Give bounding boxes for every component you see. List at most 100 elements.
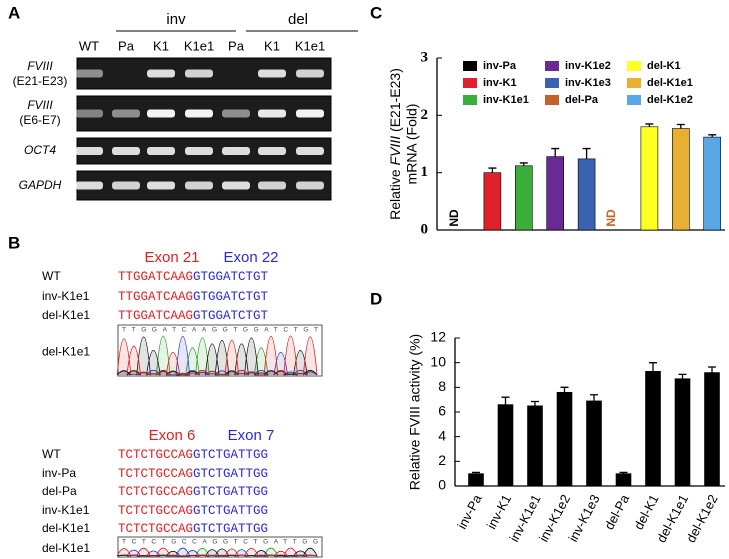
sequence: TTGGATCAAGGTGGATCTGT <box>118 309 269 323</box>
legend-label: inv-Pa <box>483 60 517 72</box>
sample-label: inv-Pa <box>42 466 76 480</box>
bar <box>704 372 720 487</box>
legend-label: del-K1e1 <box>647 77 693 89</box>
trace-box <box>117 324 323 377</box>
y-tick-label: 8 <box>438 378 446 394</box>
exon-seq: GTGGATCTGT <box>193 290 269 304</box>
error-bar <box>501 396 510 405</box>
lane-label: K1 <box>153 38 169 53</box>
error-bar <box>582 147 591 159</box>
bar <box>556 391 573 487</box>
exon-seq: TTGGATCAAG <box>118 270 193 284</box>
error-bar <box>708 134 717 138</box>
legend-label: inv-K1 <box>483 77 517 89</box>
legend-label: del-Pa <box>565 94 599 106</box>
sequence: TCTCTGCCAGGTCTGATTGG <box>118 467 268 481</box>
legend-label: inv-K1e1 <box>483 94 529 106</box>
y-tick-label: 3 <box>421 49 429 65</box>
error-bar <box>551 147 560 157</box>
trace-box <box>117 536 323 558</box>
legend-swatch <box>545 95 559 105</box>
x-tick-label: del-Pa <box>601 491 632 532</box>
exon-seq: GTGGATCTGT <box>193 309 269 323</box>
legend-label: inv-K1e2 <box>565 60 611 72</box>
bar <box>577 158 596 231</box>
trace <box>116 547 318 557</box>
y-tick-label: 6 <box>438 403 446 419</box>
error-bar <box>560 386 569 393</box>
exon-seq: TCTCTGCCAG <box>118 504 193 518</box>
legend-swatch <box>463 78 477 88</box>
band <box>75 109 103 118</box>
bar <box>468 473 484 487</box>
error-bar <box>678 373 687 379</box>
gel: WT Pa K1 K1e1 Pa K1 K1e1 <box>75 38 332 201</box>
band <box>258 181 286 190</box>
error-bar <box>649 362 657 372</box>
sample-label: WT <box>42 269 61 283</box>
exon-seq: GTCTGATTGG <box>193 504 268 518</box>
exon-label: Exon 7 <box>228 427 275 444</box>
legend-label: inv-K1e3 <box>565 77 611 89</box>
band <box>147 181 175 190</box>
band <box>296 147 324 155</box>
x-tick-label: inv-K1 <box>484 492 515 532</box>
band <box>147 109 175 118</box>
bar <box>674 378 691 487</box>
legend-swatch <box>545 61 559 71</box>
band <box>296 69 324 78</box>
bar <box>640 126 659 231</box>
bar <box>483 172 502 231</box>
exon-seq: TTGGATCAAG <box>118 309 193 323</box>
band <box>222 181 250 190</box>
error-bar <box>619 471 628 474</box>
band <box>75 181 103 190</box>
error-bar <box>531 400 539 406</box>
sample-label: del-K1e1 <box>42 521 90 535</box>
value-label: ND <box>604 209 618 227</box>
exon-label: Exon 6 <box>149 427 196 444</box>
y-axis-label: Relative FVIII activity (%) <box>407 334 423 490</box>
panel-label: A <box>8 3 20 22</box>
trace-label: del-K1e1 <box>42 345 90 359</box>
y-label-part: Relative <box>387 165 403 219</box>
band <box>296 181 324 190</box>
exon-seq: TTGGATCAAG <box>118 290 193 304</box>
band <box>185 109 213 118</box>
error-bar <box>472 471 480 474</box>
band <box>258 109 286 118</box>
error-bar <box>676 123 685 129</box>
sample-label: del-Pa <box>42 484 77 498</box>
band <box>258 69 286 78</box>
legend-swatch <box>627 61 641 71</box>
trace <box>116 335 318 376</box>
exon-seq: GTCTGATTGG <box>193 448 268 462</box>
panel-label: C <box>370 3 382 22</box>
exon-seq: GTCTGATTGG <box>193 485 268 499</box>
region-label: (E21-E23) <box>13 74 68 88</box>
band <box>75 69 103 78</box>
exon-seq: TCTCTGCCAG <box>118 485 193 499</box>
legend-swatch <box>627 95 641 105</box>
bar <box>645 370 661 487</box>
legend-label: del-K1 <box>647 60 681 72</box>
lane-label: Pa <box>118 38 135 53</box>
error-bar <box>708 366 716 373</box>
band <box>258 147 286 155</box>
sequence: TCTCTGCCAGGTCTGATTGG <box>118 504 268 518</box>
sequence: TTGGATCAAGGTGGATCTGT <box>118 270 269 284</box>
exon-seq: TCTCTGCCAG <box>118 467 193 481</box>
sample-label: inv-K1e1 <box>42 289 90 303</box>
sequence: TCTCTGCCAGGTCTGATTGG <box>118 448 268 462</box>
band <box>185 147 213 155</box>
y-label-part: (E21-E23) <box>387 68 403 136</box>
x-tick-label: inv-Pa <box>454 491 485 531</box>
y-axis-label: Relative FVIII (E21-E23) <box>387 68 403 220</box>
exon-seq: GTGGATCTGT <box>193 270 269 284</box>
y-tick-label: 4 <box>438 427 446 443</box>
bar <box>527 405 543 487</box>
exon-label: Exon 22 <box>223 249 278 266</box>
